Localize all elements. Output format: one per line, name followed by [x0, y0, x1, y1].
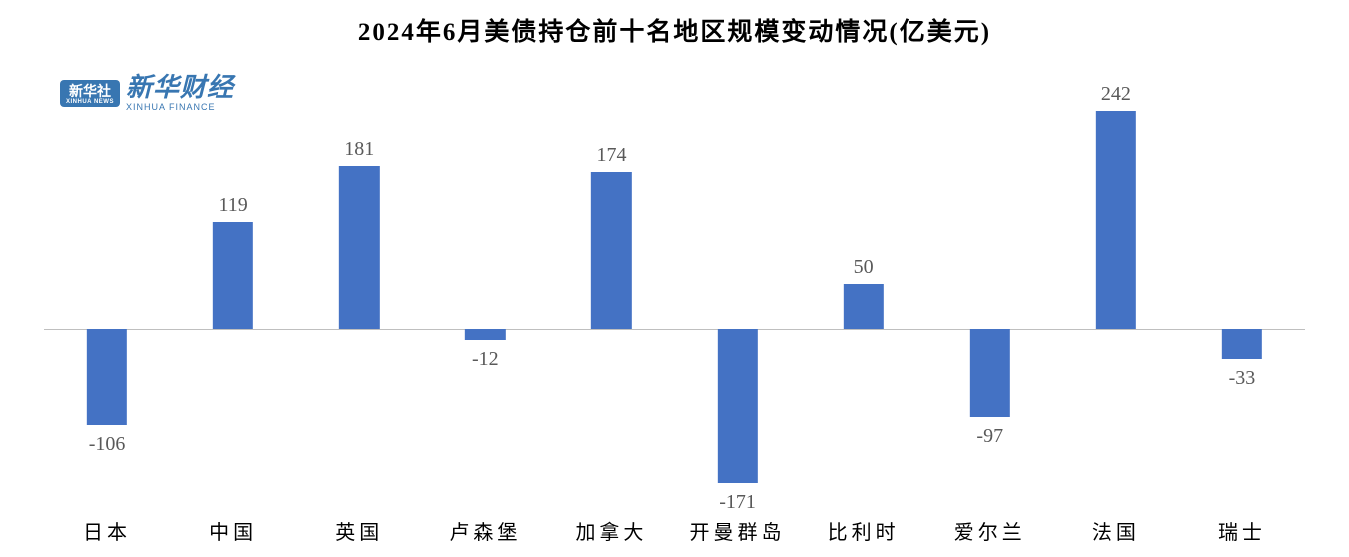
- bar: [87, 329, 127, 425]
- category-label: 英国: [335, 516, 383, 545]
- bar-value-label: 242: [1101, 83, 1131, 106]
- plot-area: -106119181-12174-17150-97242-33: [44, 72, 1305, 505]
- bar: [591, 172, 631, 329]
- bar: [213, 222, 253, 329]
- bar-value-label: -12: [472, 348, 499, 371]
- bar: [843, 284, 883, 329]
- bar: [465, 329, 505, 340]
- chart-container: 2024年6月美债持仓前十名地区规模变动情况(亿美元) 新华社 XINHUA N…: [0, 0, 1349, 557]
- bar-value-label: -97: [976, 425, 1003, 448]
- category-label: 日本: [83, 516, 131, 545]
- bar: [1222, 329, 1262, 359]
- category-label: 爱尔兰: [954, 516, 1026, 545]
- chart-title: 2024年6月美债持仓前十名地区规模变动情况(亿美元): [0, 12, 1349, 48]
- bar: [970, 329, 1010, 417]
- bar-value-label: -33: [1229, 367, 1256, 390]
- bar-value-label: 174: [596, 144, 626, 167]
- category-label: 比利时: [828, 516, 900, 545]
- bar: [1096, 111, 1136, 329]
- bar-value-label: 181: [344, 138, 374, 161]
- bar: [717, 329, 757, 483]
- category-label: 中国: [209, 516, 257, 545]
- bar-value-label: -171: [719, 491, 756, 514]
- bar-value-label: 50: [854, 256, 874, 279]
- bar: [339, 166, 379, 329]
- bar-value-label: -106: [89, 433, 126, 456]
- baseline: [44, 329, 1305, 330]
- category-label: 法国: [1092, 516, 1140, 545]
- category-label: 开曼群岛: [690, 516, 786, 545]
- category-label: 卢森堡: [449, 516, 521, 545]
- category-label: 瑞士: [1218, 516, 1266, 545]
- bar-value-label: 119: [219, 194, 248, 217]
- category-label: 加拿大: [575, 516, 647, 545]
